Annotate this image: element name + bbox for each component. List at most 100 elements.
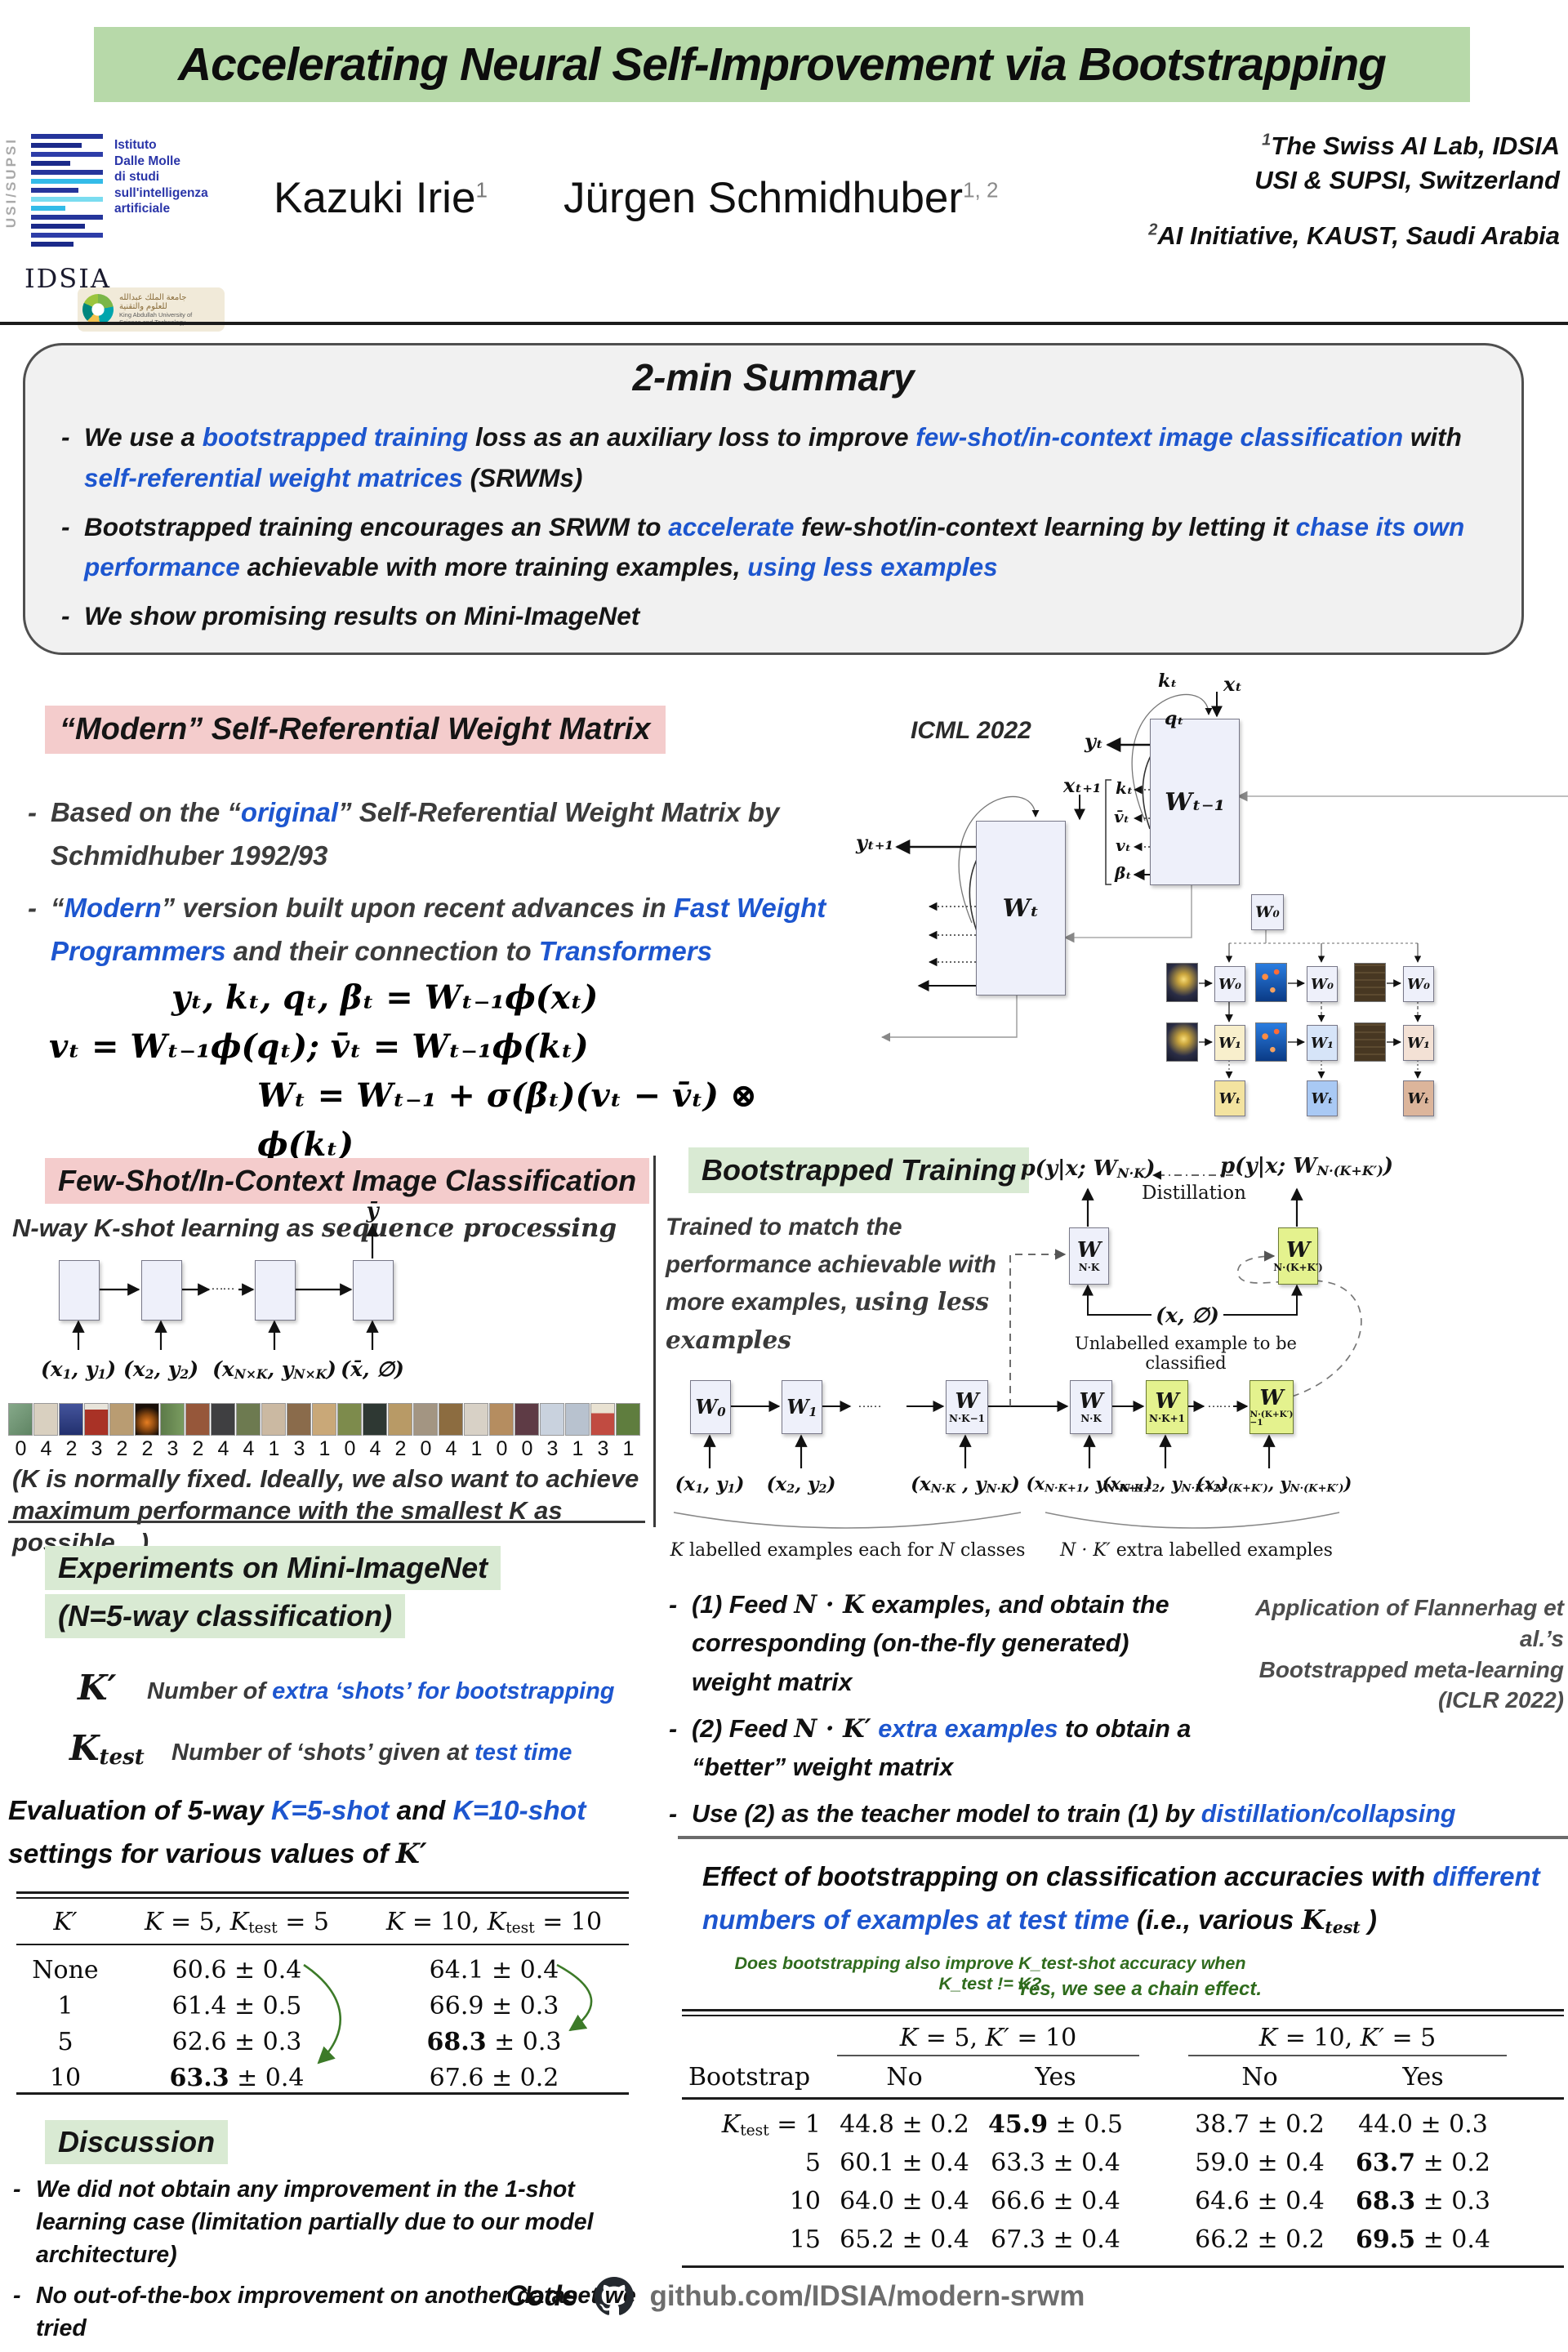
table2-value-no1: 60.1 ± 0.4: [840, 2149, 969, 2177]
table2-ktest-label: Ktest = 1: [721, 2109, 821, 2140]
srwm-bullet: - “Modern” version built upon recent adv…: [24, 886, 845, 973]
chain-label: W1: [786, 1395, 817, 1419]
class-label-digit: 0: [344, 1437, 356, 1460]
table2-value-yes1: 67.3 ± 0.4: [991, 2225, 1120, 2254]
class-label-digit: 3: [167, 1437, 179, 1460]
w-sub: N·K−1: [949, 1413, 985, 1424]
srwm-bullet-text: “Modern” version built upon recent advan…: [51, 892, 826, 967]
section-header-fewshot: Few-Shot/In-Context Image Classification: [45, 1158, 650, 1204]
task-image-galaxy: [1166, 1022, 1198, 1062]
author-1-sup: 1: [475, 177, 488, 203]
effect-answer: Yes, we see a chain effect.: [1016, 1978, 1262, 2000]
class-label-digit: 3: [546, 1437, 559, 1460]
summary-box: 2-min Summary - We use a bootstrapped tr…: [23, 343, 1524, 655]
github-url[interactable]: github.com/IDSIA/modern-srwm: [649, 2280, 1085, 2312]
w-main: W: [1259, 1385, 1284, 1410]
credit-line2: Bootstrapped meta-learning (ICLR 2022): [1258, 1656, 1564, 1713]
w-sub: N·K+1: [1149, 1413, 1185, 1424]
table2-group-k10: K = 10, K′ = 5: [1258, 2024, 1437, 2052]
fewshot-note-line1: (K is normally fixed. Ideally, we also w…: [12, 1464, 639, 1493]
class-label-digit: 1: [622, 1437, 635, 1460]
header-divider: [0, 322, 1568, 325]
image-thumbnail: [236, 1403, 261, 1436]
table2-value-yes2: 44.0 ± 0.3: [1358, 2110, 1488, 2139]
image-thumbnail: [565, 1403, 590, 1436]
image-thumbnail: [337, 1403, 362, 1436]
grid-w0-box: W₀: [1214, 966, 1245, 1002]
image-thumbnail: [135, 1403, 159, 1436]
class-label-digit: 0: [15, 1437, 27, 1460]
table2-col-yes1: Yes: [1035, 2063, 1076, 2091]
chain-input-2: (x2, y2): [766, 1473, 836, 1496]
table-row: 15 65.2 ± 0.4 67.3 ± 0.4 66.2 ± 0.2 69.5…: [682, 2221, 1564, 2259]
image-thumbnail: [84, 1403, 109, 1436]
bootstrapped-bullet: - Use (2) as the teacher model to train …: [666, 1795, 1564, 1833]
table1-k5-value: 62.6 ± 0.3: [172, 2027, 302, 2056]
out-vt-label: vₜ: [1116, 835, 1132, 855]
table-row: Ktest = 1 44.8 ± 0.2 45.9 ± 0.5 38.7 ± 0…: [682, 2105, 1564, 2144]
table2-value-no2: 64.6 ± 0.4: [1195, 2187, 1325, 2216]
author-1-name: Kazuki Irie: [274, 174, 476, 222]
class-label-digit: 3: [293, 1437, 305, 1460]
bootstrapped-bullet-text: (2) Feed N · K′ extra examples to obtain…: [692, 1713, 1192, 1782]
image-thumbnail: [185, 1403, 210, 1436]
aff-1-line1: The Swiss AI Lab, IDSIA: [1271, 131, 1560, 160]
table1-kprime-value: 10: [49, 2063, 82, 2092]
grid-wt-box: Wₜ: [1403, 1080, 1434, 1116]
summary-bullet-text: We use a bootstrapped training loss as a…: [84, 422, 1462, 492]
kaust-arabic-line: جامعة الملك عبدالله: [119, 292, 187, 302]
prob-teacher-label: p(y|x; WN·(K+K′)): [1219, 1154, 1394, 1179]
table2-ktest-label: 5: [804, 2149, 821, 2177]
task-image-fish: [1255, 1022, 1287, 1062]
bullet-dash: -: [28, 892, 37, 923]
table2-value-yes1: 66.6 ± 0.4: [991, 2187, 1120, 2216]
grid-w1-box: W₁: [1214, 1025, 1245, 1061]
w-main: W: [1079, 1389, 1103, 1414]
class-label-digit: 2: [116, 1437, 128, 1460]
ktest-symbol: Ktest: [69, 1728, 145, 1770]
table2-ktest-label: 10: [789, 2187, 821, 2216]
table2-value-no1: 65.2 ± 0.4: [840, 2225, 969, 2254]
equation-1: yₜ, kₜ, qₜ, βₜ = Wₜ₋₁ϕ(xₜ): [172, 978, 599, 1017]
bootstrapped-bullets: - (1) Feed N · K examples, and obtain th…: [666, 1586, 1564, 1834]
summary-title: 2-min Summary: [632, 356, 915, 399]
code-label: Code: [506, 2280, 578, 2312]
image-thumbnail: [8, 1403, 33, 1436]
out-vbar-label: v̄ₜ: [1114, 807, 1130, 826]
class-label-digit: 3: [91, 1437, 103, 1460]
grid-w0-box: W₀: [1307, 966, 1338, 1002]
seq-box-1: [59, 1260, 100, 1321]
aff-1-line2: USI & SUPSI, Switzerland: [1254, 165, 1560, 194]
kprime-definition: Number of extra ‘shots’ for bootstrappin…: [147, 1678, 615, 1704]
chain-input-5: (xN·K+2, yN·K+2): [1102, 1473, 1229, 1495]
kt-label: kₜ: [1158, 670, 1178, 692]
effect-question: Does bootstrapping also improve K_test-s…: [734, 1953, 1246, 1993]
class-label-digit: 2: [141, 1437, 154, 1460]
chain-box-w1: W1: [782, 1380, 822, 1434]
section-header-experiments-1: Experiments on Mini-ImageNet: [45, 1546, 501, 1590]
table2-value-yes1: 63.3 ± 0.4: [991, 2149, 1120, 2177]
weight-matrix-box-wt1: Wₜ₋₁: [1150, 719, 1240, 885]
table1-kprime-value: 5: [57, 2027, 74, 2056]
bullet-dash: -: [28, 797, 37, 827]
fewshot-dots: ……: [211, 1279, 235, 1293]
student-weight-box: W N·K: [1069, 1227, 1109, 1285]
image-thumbnail: [413, 1403, 438, 1436]
prob-student-label: p(y|x; WN·K): [1020, 1156, 1156, 1182]
brace-caption-right: N · K′ extra labelled examples: [1060, 1540, 1333, 1561]
class-label-digit: 4: [217, 1437, 229, 1460]
summary-bullet-text: Bootstrapped training encourages an SRWM…: [84, 511, 1465, 582]
w1-label: W₁: [1218, 1034, 1242, 1052]
summary-bullet: - We show promising results on Mini-Imag…: [58, 596, 1489, 637]
image-thumbnail: [287, 1403, 311, 1436]
wt1-label: Wₜ₋₁: [1165, 787, 1225, 817]
fewshot-note-line2: maximum performance with the smallest K …: [12, 1495, 563, 1557]
aff-2-sup: 2: [1148, 220, 1158, 239]
discussion-bullets: - We did not obtain any improvement in t…: [10, 2174, 659, 2352]
chain-input-4: (xN·K+1, yN·K+1): [1026, 1473, 1153, 1495]
image-thumbnail: [514, 1403, 539, 1436]
distillation-label: Distillation: [1142, 1183, 1246, 1204]
table1-k10-value: 67.6 ± 0.2: [429, 2063, 559, 2092]
